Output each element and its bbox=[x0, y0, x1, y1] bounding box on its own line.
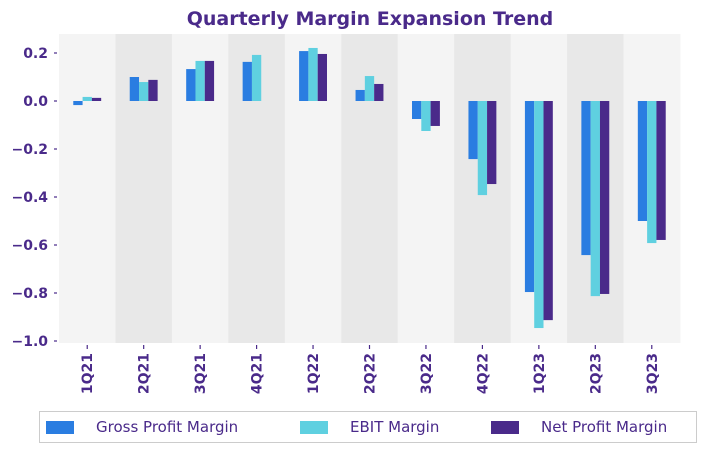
legend-item-net-profit-margin: Net Profit Margin bbox=[491, 412, 667, 442]
x-tick-label: 1Q22 bbox=[306, 353, 322, 394]
bar-net-profit-margin bbox=[656, 101, 666, 240]
legend-label: EBIT Margin bbox=[350, 418, 440, 436]
x-tick-label: 1Q21 bbox=[80, 353, 96, 394]
x-tick-label: 3Q21 bbox=[193, 353, 209, 394]
bar-gross-profit-margin bbox=[242, 61, 252, 101]
chart-title: Quarterly Margin Expansion Trend bbox=[187, 8, 554, 30]
y-tick-label: −0.2 bbox=[11, 142, 48, 158]
bar-ebit-margin bbox=[477, 101, 488, 196]
bar-gross-profit-margin bbox=[129, 77, 140, 101]
bars bbox=[73, 47, 666, 329]
x-tick-label: 4Q21 bbox=[250, 353, 266, 394]
bar-ebit-margin bbox=[308, 47, 318, 101]
bar-ebit-margin bbox=[195, 60, 205, 101]
y-tick-label: −0.8 bbox=[11, 286, 48, 302]
legend-item-gross-profit-margin: Gross Profit Margin bbox=[46, 412, 238, 442]
bar-gross-profit-margin bbox=[581, 101, 591, 256]
bar-ebit-margin bbox=[590, 101, 600, 297]
bar-net-profit-margin bbox=[599, 101, 610, 294]
bar-ebit-margin bbox=[82, 96, 92, 101]
bar-gross-profit-margin bbox=[524, 101, 535, 293]
legend-label: Net Profit Margin bbox=[541, 418, 668, 436]
bar-ebit-margin bbox=[139, 82, 149, 101]
x-tick-label: 4Q22 bbox=[475, 353, 491, 394]
bar-net-profit-margin bbox=[430, 101, 440, 126]
x-tick-label: 1Q23 bbox=[532, 353, 548, 394]
bar-net-profit-margin bbox=[204, 60, 215, 101]
x-tick-label: 2Q21 bbox=[137, 353, 153, 394]
legend: Gross Profit Margin EBIT Margin Net Prof… bbox=[39, 411, 697, 443]
legend-swatch-net-profit-margin bbox=[491, 420, 519, 434]
bar-ebit-margin bbox=[534, 101, 544, 329]
bar-net-profit-margin bbox=[543, 101, 553, 321]
bar-gross-profit-margin bbox=[299, 51, 309, 101]
bar-ebit-margin bbox=[421, 101, 431, 131]
bar-ebit-margin bbox=[364, 76, 375, 101]
bar-net-profit-margin bbox=[317, 53, 327, 101]
bar-gross-profit-margin bbox=[186, 69, 196, 101]
x-tick-label: 3Q23 bbox=[645, 353, 661, 394]
bar-ebit-margin bbox=[251, 54, 262, 101]
x-axis: 1Q21 2Q21 3Q21 4Q21 1Q22 2Q22 3Q22 4Q22 1Q23 2Q23… bbox=[80, 345, 661, 394]
bar-gross-profit-margin bbox=[355, 89, 365, 101]
x-tick-label: 2Q23 bbox=[588, 353, 604, 394]
bar-net-profit-margin bbox=[91, 97, 102, 101]
background-band bbox=[59, 34, 116, 343]
x-tick-label: 2Q22 bbox=[363, 353, 379, 394]
x-tick-label: 3Q22 bbox=[419, 353, 435, 394]
background-band bbox=[115, 34, 173, 343]
y-tick-label: 0.2 bbox=[23, 46, 48, 62]
legend-label: Gross Profit Margin bbox=[96, 418, 239, 436]
background-band bbox=[397, 34, 455, 343]
bar-net-profit-margin bbox=[487, 101, 497, 185]
legend-swatch-gross-profit-margin bbox=[46, 420, 74, 434]
bar-gross-profit-margin bbox=[637, 101, 648, 221]
y-tick-label: −0.6 bbox=[11, 238, 48, 254]
bar-gross-profit-margin bbox=[468, 101, 478, 160]
legend-swatch-ebit-margin bbox=[300, 420, 328, 434]
y-tick-label: −0.4 bbox=[11, 190, 48, 206]
bar-net-profit-margin bbox=[148, 79, 158, 101]
bar-gross-profit-margin bbox=[73, 101, 83, 106]
bar-ebit-margin bbox=[647, 101, 657, 244]
y-tick-label: 0.0 bbox=[23, 94, 48, 110]
bar-net-profit-margin bbox=[374, 83, 384, 101]
y-axis: 0.2 0.0 −0.2 −0.4 −0.6 −0.8 −1.0 bbox=[11, 46, 57, 350]
y-tick-label: −1.0 bbox=[11, 334, 48, 350]
bar-gross-profit-margin bbox=[412, 101, 422, 119]
legend-item-ebit-margin: EBIT Margin bbox=[300, 412, 439, 442]
